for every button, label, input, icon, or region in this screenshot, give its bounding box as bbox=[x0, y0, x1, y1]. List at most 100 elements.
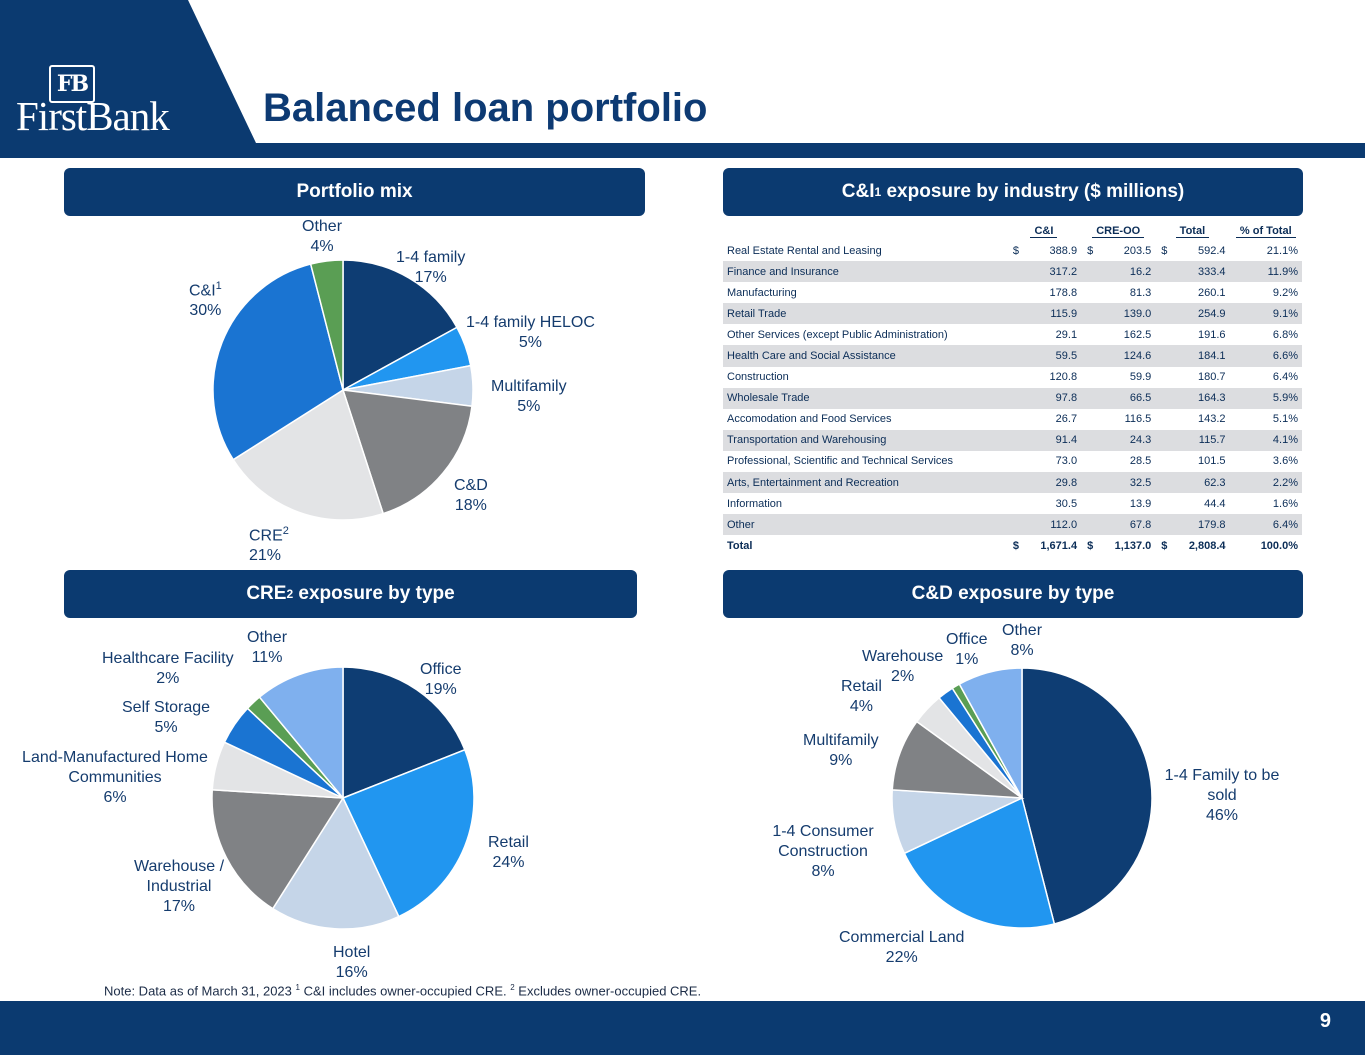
cni-currency-cell bbox=[1007, 282, 1027, 303]
pie3-label-5: Warehouse 2% bbox=[862, 647, 943, 687]
table-row: Wholesale Trade 97.8 66.5 164.3 5.9% bbox=[723, 387, 1302, 409]
table-row: Accomodation and Food Services 26.7 116.5 1… bbox=[723, 409, 1302, 430]
total-currency-cell bbox=[1155, 387, 1176, 409]
pct-cell: 9.1% bbox=[1229, 303, 1302, 325]
cni-value-cell: 115.9 bbox=[1026, 303, 1082, 325]
industry-cell: Total bbox=[727, 539, 753, 552]
table-row: Manufacturing 178.8 81.3 260.1 9.2% bbox=[723, 282, 1302, 303]
creoo-value-cell: 203.5 bbox=[1123, 244, 1152, 257]
pct-cell: 3.6% bbox=[1272, 455, 1298, 468]
creoo-currency-cell: $ bbox=[1087, 244, 1094, 257]
table-row: Health Care and Social Assistance 59.5 124… bbox=[723, 345, 1302, 367]
industry-cell: Retail Trade bbox=[723, 303, 1007, 325]
creoo-value-cell: 24.3 bbox=[1101, 429, 1156, 451]
pie2-label-1-name: Retail bbox=[488, 834, 529, 851]
pie3-slice-2 bbox=[891, 789, 1023, 855]
table-row: Finance and Insurance 317.2 16.2 333.4 11.9% bbox=[723, 261, 1302, 283]
industry-cell: Manufacturing bbox=[727, 286, 797, 299]
total-value-cell: 179.8 bbox=[1175, 514, 1230, 536]
cni-currency-cell bbox=[1007, 409, 1027, 430]
pie0-label-1-pct: 5% bbox=[518, 334, 543, 351]
pie0-label-5-name: C&I bbox=[189, 282, 216, 300]
pct-cell: 5.9% bbox=[1229, 387, 1302, 409]
total-value-cell: 592.4 bbox=[1197, 244, 1226, 257]
pie3-label-3: Multifamily 9% bbox=[803, 731, 879, 771]
total-currency-cell bbox=[1155, 451, 1175, 472]
industry-cell: Transportation and Warehousing bbox=[723, 429, 1007, 451]
pie0-label-0-name: 1-4 family bbox=[396, 249, 466, 266]
pie2-label-7-pct: 11% bbox=[251, 649, 283, 666]
cni-value-cell: 317.2 bbox=[1026, 261, 1082, 283]
pct-cell: 6.8% bbox=[1272, 328, 1298, 341]
pie0-label-4: CRE2 21% bbox=[249, 521, 289, 566]
pie3-label-4-pct: 4% bbox=[849, 698, 874, 715]
pie3-label-6: Office 1% bbox=[946, 630, 988, 670]
pie2-label-2-name: Hotel bbox=[333, 944, 371, 961]
total-currency-cell bbox=[1155, 409, 1175, 430]
cni-currency-cell: $ bbox=[1012, 539, 1019, 552]
cni-currency-cell bbox=[1007, 451, 1027, 472]
cni-value-cell: 91.4 bbox=[1026, 429, 1082, 451]
pie0-label-4-sup: 2 bbox=[282, 525, 289, 537]
pie0-label-6-pct: 4% bbox=[310, 238, 334, 255]
table-row: Construction 120.8 59.9 180.7 6.4% bbox=[723, 367, 1302, 388]
pct-cell: 5.1% bbox=[1272, 413, 1298, 426]
pie0-label-3-name: C&D bbox=[454, 477, 488, 494]
total-currency-cell: $ bbox=[1161, 244, 1168, 257]
portfolio-mix-title: Portfolio mix bbox=[296, 181, 413, 202]
pct-cell: 11.9% bbox=[1229, 261, 1302, 283]
pie0-slice-2 bbox=[342, 364, 474, 408]
cni-value-cell: 388.9 bbox=[1049, 244, 1078, 257]
total-value-cell: 164.3 bbox=[1175, 387, 1230, 409]
pie3-slice-0 bbox=[1021, 667, 1153, 925]
col-creoo: CRE-OO bbox=[1081, 222, 1155, 240]
total-value-cell: 191.6 bbox=[1197, 328, 1226, 341]
creoo-currency-cell bbox=[1081, 514, 1102, 536]
total-value-cell: 44.4 bbox=[1204, 497, 1226, 510]
industry-cell: Health Care and Social Assistance bbox=[723, 345, 1007, 367]
cd-title: C&D exposure by type bbox=[911, 583, 1115, 604]
cni-currency-cell bbox=[1006, 387, 1027, 409]
pie3-label-3-pct: 9% bbox=[829, 752, 853, 769]
pie2-label-6-name: Healthcare Facility bbox=[102, 650, 234, 667]
cni-exposure-header: C&I 1 exposure by industry ($ millions) bbox=[723, 168, 1303, 216]
header-shape bbox=[0, 0, 1365, 158]
total-currency-cell bbox=[1155, 303, 1176, 325]
cni-value-cell: 178.8 bbox=[1049, 286, 1078, 299]
creoo-value-cell: 67.8 bbox=[1101, 514, 1156, 536]
table-body: Real Estate Rental and Leasing $388.9 $203… bbox=[723, 240, 1302, 556]
col-total: Total bbox=[1155, 222, 1229, 240]
pie0-label-0: 1-4 family 17% bbox=[396, 248, 465, 288]
creoo-value-cell: 1,137.0 bbox=[1114, 539, 1152, 552]
table-row: Other Services (except Public Administra… bbox=[723, 324, 1302, 345]
pie0-label-5-pct: 30% bbox=[189, 302, 222, 320]
industry-cell: Professional, Scientific and Technical S… bbox=[727, 455, 954, 468]
logo-wordmark: FirstBank bbox=[16, 93, 170, 139]
pct-cell: 21.1% bbox=[1266, 244, 1298, 257]
pie3-slice-6 bbox=[951, 683, 1023, 799]
pie3-label-3-name: Multifamily bbox=[803, 732, 879, 749]
pie0-label-2-pct: 5% bbox=[517, 398, 541, 415]
pie0-label-5: C&I1 30% bbox=[189, 276, 222, 321]
pie2-slice-2 bbox=[271, 796, 400, 930]
pie0-label-4-name: CRE bbox=[249, 527, 283, 545]
table-row: Arts, Entertainment and Recreation 29.8 32… bbox=[723, 472, 1302, 494]
creoo-currency-cell bbox=[1081, 409, 1101, 430]
industry-cell: Information bbox=[727, 497, 783, 510]
cni-currency-cell bbox=[1007, 324, 1027, 345]
pie0-label-2-name: Multifamily bbox=[491, 378, 567, 395]
pie0-label-2: Multifamily 5% bbox=[491, 377, 567, 417]
total-value-cell: 180.7 bbox=[1197, 371, 1226, 384]
total-currency-cell bbox=[1155, 493, 1175, 514]
industry-cell: Accomodation and Food Services bbox=[727, 413, 892, 426]
pie3-label-7-name: Other bbox=[1002, 622, 1043, 639]
cni-value-cell: 29.8 bbox=[1026, 472, 1082, 494]
total-currency-cell bbox=[1155, 429, 1176, 451]
cni-value-cell: 120.8 bbox=[1049, 371, 1078, 384]
industry-cell: Arts, Entertainment and Recreation bbox=[723, 472, 1007, 494]
cre-title-sup: 2 bbox=[286, 587, 294, 601]
creoo-currency-cell bbox=[1081, 324, 1101, 345]
table-row: Retail Trade 115.9 139.0 254.9 9.1% bbox=[723, 303, 1302, 325]
table-row: Professional, Scientific and Technical S… bbox=[723, 451, 1302, 472]
creoo-value-cell: 16.2 bbox=[1101, 261, 1156, 283]
